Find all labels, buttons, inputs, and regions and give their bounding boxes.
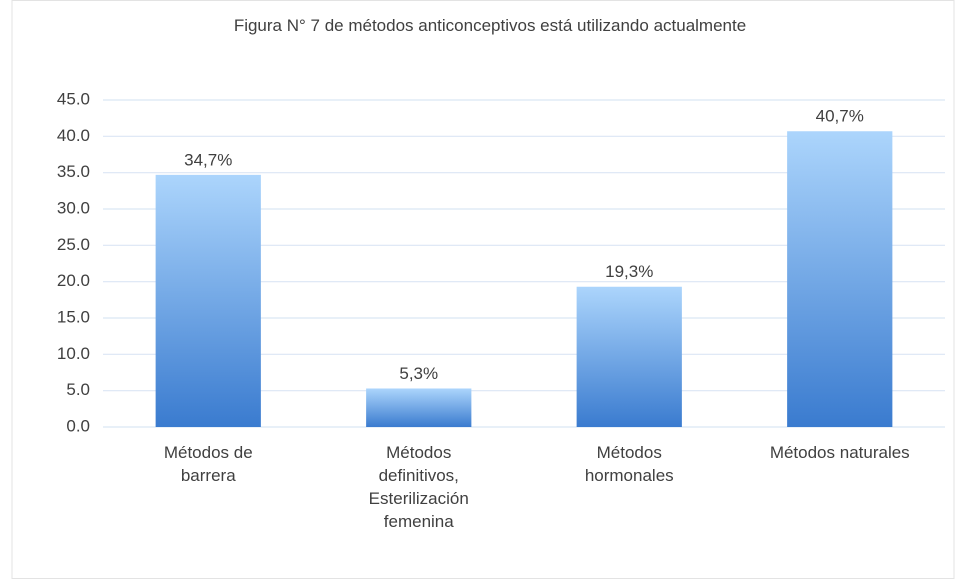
y-tick-label: 45.0	[57, 89, 90, 108]
x-tick-label: Métodos naturales	[769, 443, 910, 462]
y-tick-label: 35.0	[57, 162, 90, 181]
x-tick-label: Métodos definitivos, Esterilización feme…	[368, 443, 469, 531]
y-tick-label: 5.0	[66, 380, 90, 399]
y-tick-label: 30.0	[57, 198, 90, 217]
bar	[576, 286, 682, 427]
data-label: 40,7%	[816, 107, 864, 126]
y-tick-label: 10.0	[57, 344, 90, 363]
x-tick-label: Métodos hormonales	[584, 443, 674, 485]
data-label: 34,7%	[184, 150, 232, 169]
y-tick-label: 25.0	[57, 235, 90, 254]
bar	[366, 388, 472, 427]
data-label: 19,3%	[605, 262, 653, 281]
chart-title: Figura N° 7 de métodos anticonceptivos e…	[233, 16, 747, 35]
bar	[787, 131, 893, 427]
y-tick-label: 0.0	[66, 416, 90, 435]
y-tick-label: 15.0	[57, 307, 90, 326]
data-label: 5,3%	[399, 364, 438, 383]
y-tick-label: 20.0	[57, 271, 90, 290]
y-tick-label: 40.0	[57, 126, 90, 145]
x-tick-label: Métodos de barrera	[163, 443, 253, 485]
bar	[155, 174, 261, 427]
